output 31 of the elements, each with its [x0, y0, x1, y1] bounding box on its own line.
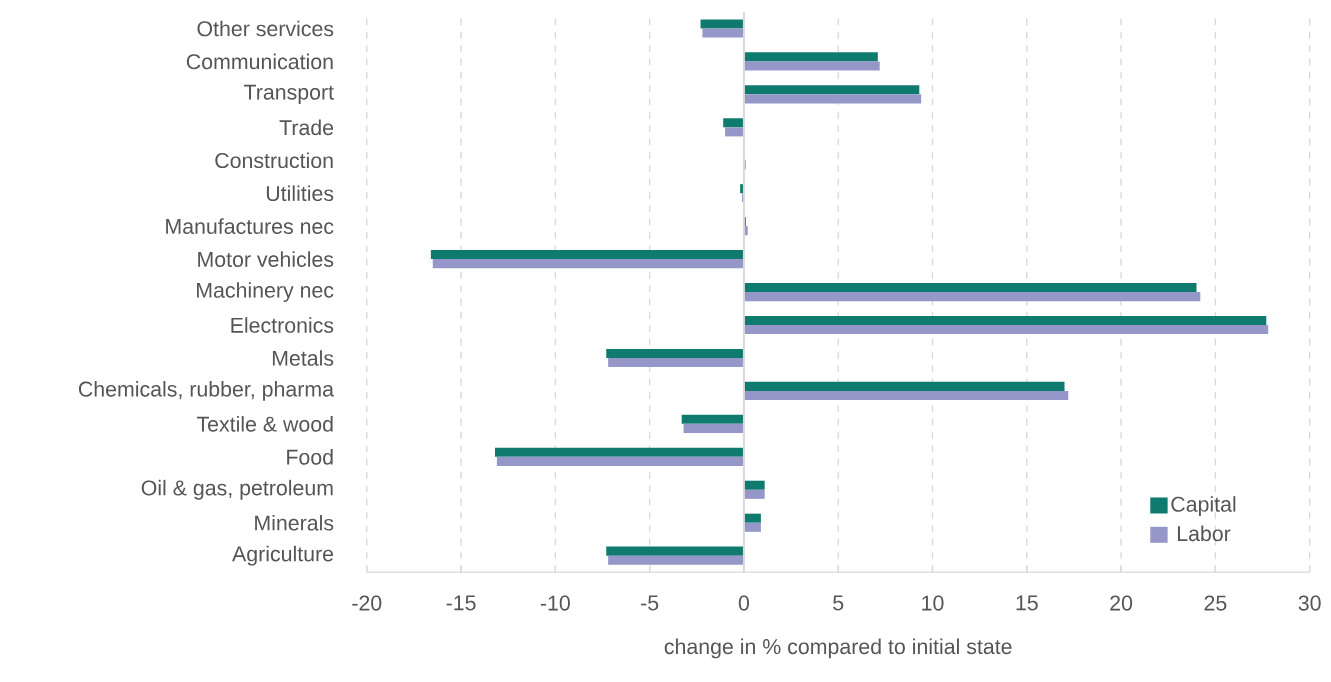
legend-label: Labor: [1177, 525, 1231, 542]
x-tick-label: -15: [446, 595, 476, 611]
x-axis-title: change in % compared to initial state: [664, 638, 1012, 659]
y-tick-label: Transport: [244, 84, 334, 104]
x-tick-label: -5: [641, 595, 659, 611]
y-tick-label: Communication: [186, 53, 333, 70]
y-tick-label: Construction: [215, 152, 333, 169]
y-tick-label: Motor vehicles: [198, 251, 334, 267]
legend-label: Capital: [1171, 496, 1236, 516]
x-tick-label: 5: [833, 595, 844, 611]
x-tick-label: 30: [1298, 595, 1321, 611]
x-tick-label: -10: [540, 595, 570, 611]
x-tick-label: -20: [352, 595, 382, 611]
y-tick-label: Metals: [272, 350, 334, 366]
y-tick-label: Other services: [197, 20, 334, 37]
y-tick-label: Manufactures nec: [166, 218, 334, 234]
x-tick-label: 25: [1204, 595, 1227, 611]
y-tick-label: Food: [287, 448, 333, 465]
x-tick-label: 10: [922, 595, 944, 611]
y-tick-label: Minerals: [255, 514, 334, 531]
y-tick-label: Chemicals, rubber, pharma: [78, 380, 334, 401]
y-tick-label: Machinery nec: [197, 282, 334, 302]
x-tick-label: 0: [738, 595, 750, 611]
x-tick-label: 20: [1110, 595, 1133, 611]
y-tick-label: Oil & gas, petroleum: [141, 479, 333, 500]
y-tick-label: Agriculture: [232, 545, 334, 566]
x-tick-label: 15: [1016, 595, 1038, 611]
y-tick-label: Textile & wood: [196, 415, 333, 432]
y-tick-label: Electronics: [231, 317, 334, 333]
y-tick-label: Utilities: [266, 185, 334, 201]
y-tick-label: Trade: [279, 119, 334, 136]
